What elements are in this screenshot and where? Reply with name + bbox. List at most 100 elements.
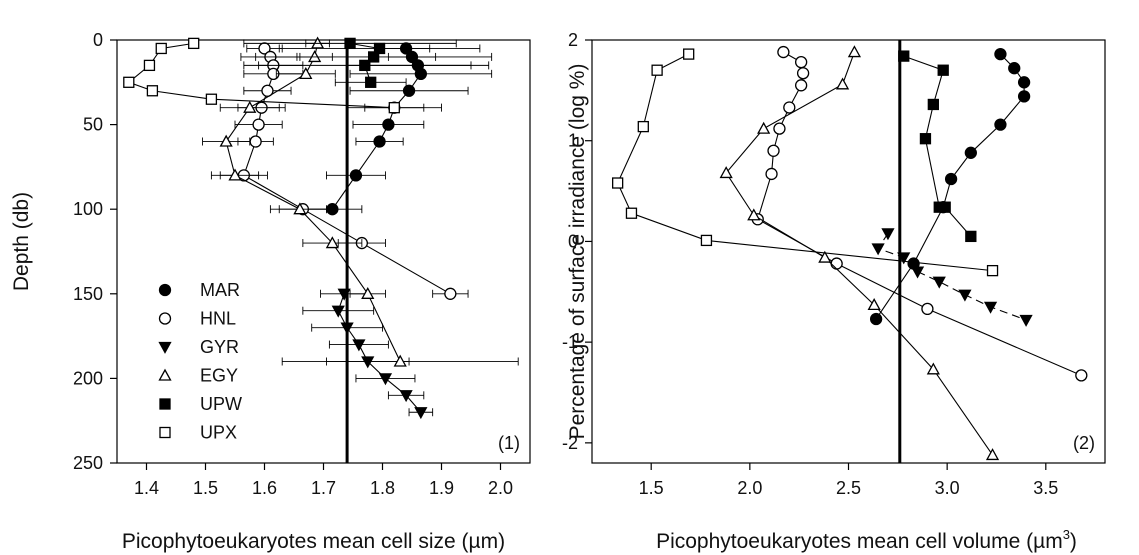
data-point [349, 169, 363, 182]
data-point [965, 230, 977, 243]
data-point [373, 135, 386, 148]
data-point [205, 93, 218, 105]
data-point [994, 47, 1007, 61]
data-point [143, 59, 156, 72]
data-point [399, 390, 413, 403]
data-point [1019, 314, 1033, 327]
legend-label: HNL [200, 309, 236, 329]
x-tick-label: 1.5 [193, 478, 218, 498]
series-line [875, 53, 1025, 320]
data-point [921, 302, 934, 316]
data-point [986, 264, 999, 277]
data-point [927, 98, 939, 111]
y-tick-label: 200 [73, 368, 103, 388]
panel-1: 1.4 1.5 1.6 1.7 1.8 1.9 2.0 0 50 100 150 200 250 Pico… [10, 30, 531, 553]
legend-label: MAR [200, 280, 240, 300]
data-point [388, 102, 400, 114]
x-tick-label: 3.5 [1033, 478, 1058, 498]
data-point [983, 301, 998, 314]
data-point [932, 276, 946, 289]
data-point [1017, 90, 1031, 103]
data-point [926, 362, 940, 375]
data-point [331, 305, 345, 318]
data-point [123, 76, 135, 88]
data-point [794, 56, 808, 69]
data-point [367, 51, 380, 63]
series-line [725, 51, 993, 456]
legend-label: UPX [200, 423, 237, 443]
y-tick-label: 0 [93, 30, 103, 50]
y-tick-label: 1 [568, 131, 578, 151]
data-point [365, 76, 377, 88]
data-point [382, 118, 395, 131]
data-point [958, 289, 972, 302]
series-mar [869, 47, 1031, 326]
data-point [625, 207, 638, 219]
x-tick-label: 1.4 [134, 478, 159, 498]
x-tick-label: 2.5 [836, 478, 861, 498]
data-point [261, 84, 274, 97]
y-axis-label: Depth (db) [10, 192, 33, 291]
data-point [311, 36, 325, 49]
data-point [651, 64, 663, 76]
data-point [373, 42, 386, 55]
data-point [700, 234, 713, 247]
data-point [249, 135, 262, 148]
x-tick-label: 1.5 [639, 478, 664, 498]
data-point [783, 101, 796, 114]
data-point [767, 144, 780, 157]
x-tick-label: 3.0 [935, 478, 960, 498]
x-axis-label: Picophytoeukaryotes mean cell size (µm) [122, 530, 505, 553]
y-tick-label: 2 [568, 30, 578, 50]
legend-marker [158, 368, 172, 381]
data-point [964, 146, 977, 159]
legend-label: EGY [200, 366, 238, 386]
series-upw [243, 37, 493, 88]
data-point [378, 373, 393, 386]
data-point [939, 201, 951, 213]
legend: MAR HNL GYR EGY UPW UPX [158, 280, 242, 443]
data-point [352, 339, 366, 352]
data-point [155, 42, 167, 55]
plot-frame [591, 39, 1106, 464]
data-point [985, 448, 1000, 461]
data-point [683, 48, 695, 60]
legend-marker [158, 341, 172, 354]
data-point [252, 118, 265, 131]
y-tick-label: -1 [562, 332, 578, 352]
data-point [293, 202, 307, 215]
legend-marker [159, 398, 171, 410]
data-point [612, 177, 624, 189]
data-point [393, 354, 407, 367]
series-upx [123, 37, 442, 114]
data-point [1075, 369, 1088, 382]
data-point [773, 122, 786, 135]
series-mar [302, 42, 493, 216]
x-axis-label-end: ) [1070, 530, 1077, 553]
data-point [1017, 76, 1031, 89]
data-point [361, 356, 375, 369]
data-point [344, 37, 356, 50]
legend-marker [158, 283, 172, 297]
data-point [414, 407, 428, 420]
data-point [637, 120, 649, 133]
data-point [1008, 62, 1021, 75]
data-point [308, 50, 322, 63]
data-point [219, 134, 233, 147]
y-tick-label: 100 [73, 199, 103, 219]
data-point [847, 45, 862, 58]
data-point [719, 166, 733, 179]
data-point [765, 167, 778, 181]
plot-frame [116, 39, 531, 464]
data-point [867, 298, 881, 311]
data-point [994, 118, 1007, 131]
data-point [871, 243, 885, 256]
legend-marker [158, 312, 172, 325]
series-egy [202, 36, 519, 367]
data-point [228, 168, 242, 181]
series-line [757, 51, 1082, 376]
data-point [359, 59, 371, 72]
y-tick-label: 0 [568, 231, 578, 251]
data-point [937, 64, 949, 76]
